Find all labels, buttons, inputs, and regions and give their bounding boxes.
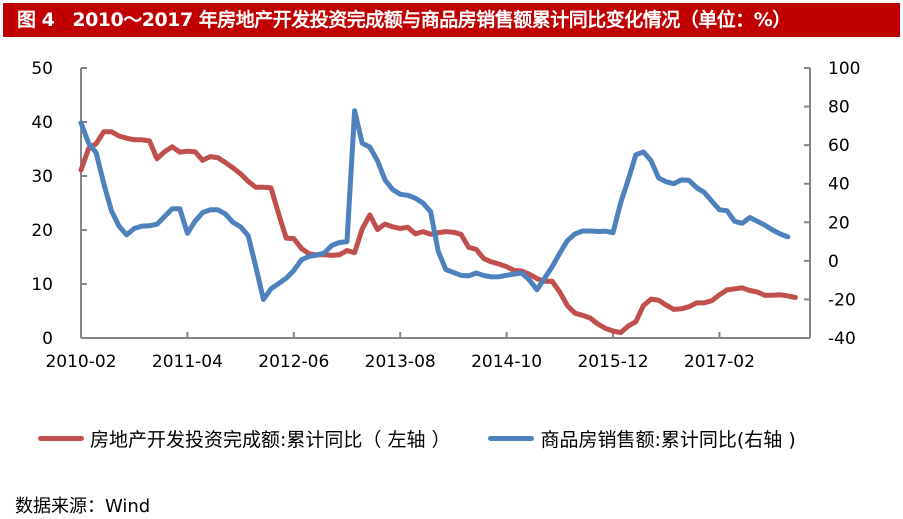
- legend-swatch-blue: [488, 435, 535, 441]
- investment-line: [78, 129, 798, 336]
- legend-item-investment: 房地产开发投资完成额:累计同比（ 左轴 ）: [38, 425, 450, 452]
- left-axis-tick-label: 30: [31, 167, 53, 187]
- x-axis-tick-label: 2014-10: [471, 352, 542, 372]
- right-axis-tick-label: -20: [828, 290, 856, 310]
- x-axis-tick-label: 2012-06: [258, 352, 329, 372]
- legend: 房地产开发投资完成额:累计同比（ 左轴 ） 商品房销售额:累计同比(右轴 ): [38, 423, 796, 453]
- right-axis-tick-label: -40: [828, 329, 856, 349]
- left-axis-tick-label: 20: [31, 221, 53, 241]
- right-axis-tick-label: 60: [828, 136, 850, 156]
- data-source: 数据来源：Wind: [15, 496, 151, 517]
- right-axis-tick-label: 40: [828, 175, 850, 195]
- x-axis-tick-label: 2010-02: [45, 352, 116, 372]
- title-text: 2010～2017 年房地产开发投资完成额与商品房销售额累计同比变化情况（单位：…: [72, 9, 791, 31]
- legend-label-investment: 房地产开发投资完成额:累计同比（ 左轴 ）: [90, 428, 451, 451]
- right-axis-tick-label: 80: [828, 98, 850, 118]
- series-lines: [78, 108, 798, 336]
- figure-label: 图 4: [17, 9, 55, 31]
- left-axis-tick-label: 10: [31, 275, 53, 295]
- left-axis-tick-label: 0: [42, 329, 53, 349]
- sales-line: [78, 108, 791, 302]
- x-axis-tick-label: 2013-08: [365, 352, 436, 372]
- chart-title: 图 4 2010～2017 年房地产开发投资完成额与商品房销售额累计同比变化情况（…: [3, 3, 900, 37]
- x-axis-tick-label: 2011-04: [152, 352, 223, 372]
- left-axis-tick-label: 50: [31, 59, 53, 79]
- legend-label-sales: 商品房销售额:累计同比(右轴 ): [540, 428, 796, 451]
- right-axis-tick-label: 20: [828, 213, 850, 233]
- axes: 0 10 20 30 40 50 -40 -20 0 20 40 60 80 100 2010-02 2011…: [31, 59, 860, 372]
- right-axis-tick-label: 100: [828, 59, 860, 79]
- right-axis-tick-label: 0: [828, 252, 839, 272]
- x-axis-tick-label: 2015-12: [577, 352, 648, 372]
- x-axis-tick-label: 2017-02: [684, 352, 755, 372]
- legend-swatch-red: [38, 435, 84, 441]
- left-axis-tick-label: 40: [31, 113, 53, 133]
- legend-item-sales: 商品房销售额:累计同比(右轴 ): [488, 425, 796, 452]
